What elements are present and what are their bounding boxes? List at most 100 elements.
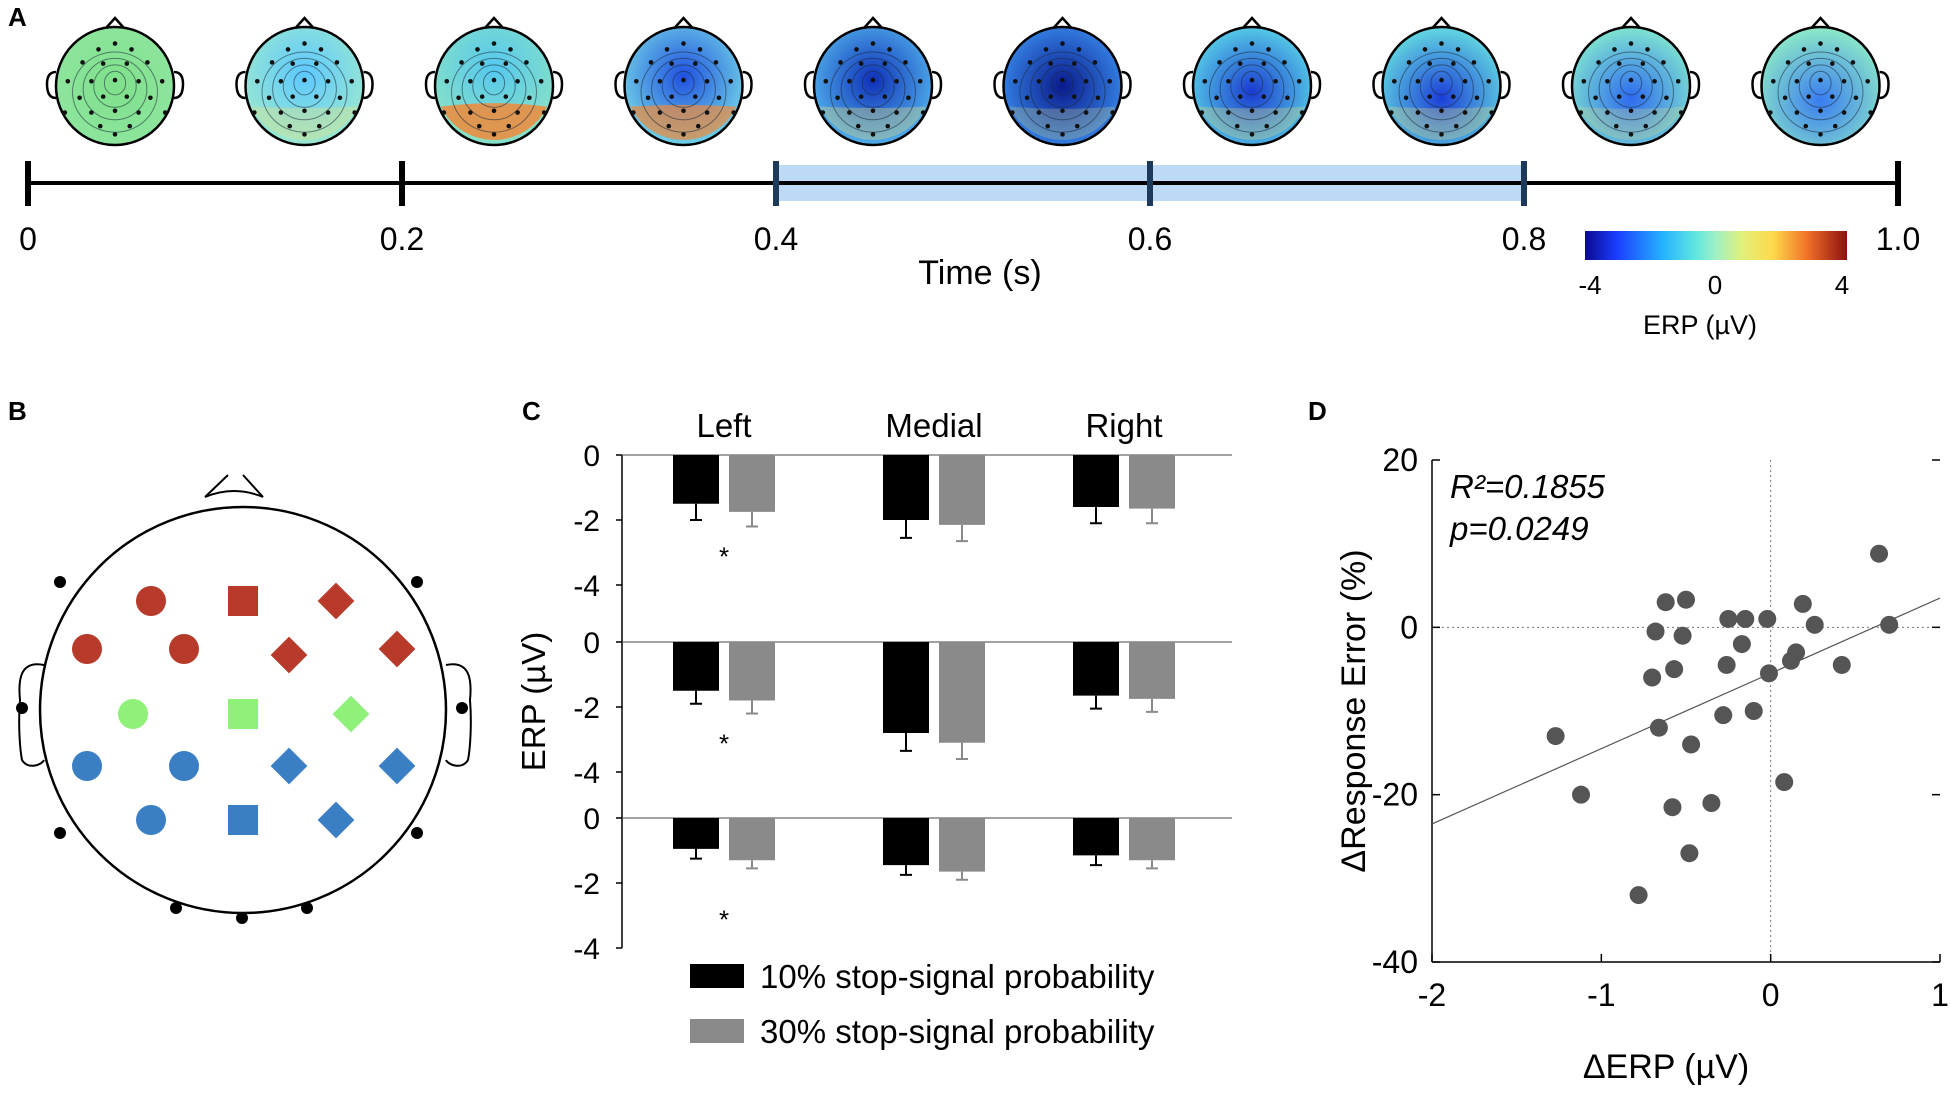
- topomap-electrode: [1273, 78, 1278, 84]
- topomap-electrode: [266, 95, 272, 101]
- topomap-electrode: [1596, 60, 1601, 65]
- x-tick-label: -1: [1587, 977, 1615, 1013]
- topomap-contour: [1409, 57, 1474, 121]
- topomap-electrode: [503, 61, 509, 66]
- topomap-electrode: [693, 94, 698, 99]
- topomap-electrode: [1036, 110, 1042, 115]
- topomap-electrode: [1427, 94, 1432, 99]
- topomap-electrode: [1486, 78, 1491, 84]
- panel-label-b: B: [8, 396, 27, 426]
- electrode-diamond-marker: [332, 695, 370, 733]
- electrode-dot: [301, 902, 313, 914]
- topomap-electrode: [456, 95, 461, 101]
- electrode-diamond-marker: [317, 801, 355, 839]
- topomap-electrode: [1048, 61, 1053, 66]
- topomap-warm-region: [630, 104, 737, 140]
- topomap-electrode: [1640, 61, 1646, 66]
- topomap-electrode: [302, 108, 307, 114]
- topomap-electrode: [80, 60, 85, 65]
- topomap-ear: [235, 70, 246, 100]
- electrode-circle-marker: [136, 805, 166, 835]
- topomap: [45, 16, 185, 147]
- timeline-tick-label: 0.8: [1502, 221, 1546, 257]
- data-point: [1744, 702, 1763, 720]
- topomap-contour: [1798, 64, 1843, 108]
- topomap-electrode: [1818, 132, 1823, 137]
- topomap-electrode: [1273, 110, 1278, 115]
- y-tick-label: -40: [1372, 944, 1418, 980]
- topomap-ear: [931, 70, 943, 100]
- topomap-electrode: [731, 110, 736, 115]
- topomap-electrode: [1249, 132, 1255, 137]
- topomap-ear: [1689, 70, 1701, 100]
- topomap-electrode: [681, 77, 686, 83]
- topomap-electrode: [1234, 123, 1240, 129]
- topomap-electrode: [1785, 60, 1791, 65]
- data-point: [1717, 655, 1736, 674]
- head-right-ear: [445, 663, 472, 767]
- topomap-electrode: [1237, 61, 1243, 66]
- topomap-electrode: [681, 108, 686, 114]
- topomap-electrode: [1439, 108, 1444, 114]
- category-label: Left: [696, 407, 751, 444]
- topomap-electrode: [1451, 61, 1456, 66]
- legend-swatch: [690, 1019, 744, 1043]
- topomap-electrode: [1675, 78, 1681, 84]
- topomap-electrode: [645, 95, 651, 101]
- topomap-electrode: [314, 61, 319, 66]
- topomap-electrode: [1578, 110, 1584, 115]
- topomap-electrode: [858, 61, 864, 66]
- topomap-electrode: [870, 77, 876, 83]
- timeline-tick-label: 0.4: [754, 221, 798, 257]
- y-tick-label: -2: [573, 868, 600, 901]
- topomap-electrode: [1830, 61, 1835, 66]
- legend-swatch: [690, 964, 744, 988]
- topomap: [614, 16, 753, 147]
- topomap-electrode: [693, 61, 698, 66]
- data-point: [1680, 844, 1699, 863]
- topomap-electrode: [1072, 61, 1077, 66]
- topomap-electrode: [1406, 60, 1412, 65]
- electrode-dot: [411, 827, 423, 839]
- topomap-electrode: [1264, 123, 1270, 129]
- data-point: [1682, 735, 1701, 754]
- electrode-diamond-marker: [378, 747, 416, 785]
- topomap-electrode: [1261, 94, 1267, 99]
- y-axis-label: ERP (µV): [515, 632, 552, 771]
- y-tick-label: -4: [573, 933, 600, 966]
- topomap-electrode: [316, 123, 322, 129]
- bar: [883, 818, 929, 866]
- topomap-electrode: [847, 110, 852, 115]
- topomap-electrode: [112, 132, 118, 137]
- topomap-contour: [282, 64, 327, 108]
- electrode-diamond-marker: [378, 630, 416, 668]
- topomap-electrode: [89, 78, 94, 84]
- topomap-electrode: [669, 94, 674, 99]
- topomap-nose: [673, 16, 694, 29]
- topomap-electrode: [515, 110, 520, 115]
- electrode-dot: [54, 576, 66, 588]
- y-tick-label: -20: [1372, 777, 1418, 813]
- topomap-electrode: [1628, 132, 1634, 137]
- topomap-electrode: [1771, 78, 1776, 84]
- topomap-nose: [863, 16, 883, 29]
- topomap-electrode: [468, 78, 473, 84]
- electrode-dot: [16, 702, 28, 714]
- topomap-contour: [82, 57, 148, 121]
- topomap-electrode: [1628, 77, 1634, 83]
- topomap-electrode: [1818, 108, 1823, 114]
- topomap-contour: [482, 70, 506, 96]
- topomap-electrode: [1048, 94, 1053, 99]
- topomap-electrode: [145, 60, 150, 65]
- bar: [1129, 642, 1175, 699]
- topomap-head: [1570, 25, 1692, 147]
- topomap-contour: [651, 57, 716, 121]
- topomap-ear: [1751, 70, 1762, 100]
- bar: [1073, 818, 1119, 856]
- data-point: [1880, 615, 1899, 634]
- topomap-warm-region: [251, 106, 358, 140]
- topomap-electrode: [870, 108, 876, 114]
- topomap-electrode: [491, 108, 497, 114]
- topomap-electrode: [728, 78, 733, 84]
- topomap-electrode: [269, 60, 275, 65]
